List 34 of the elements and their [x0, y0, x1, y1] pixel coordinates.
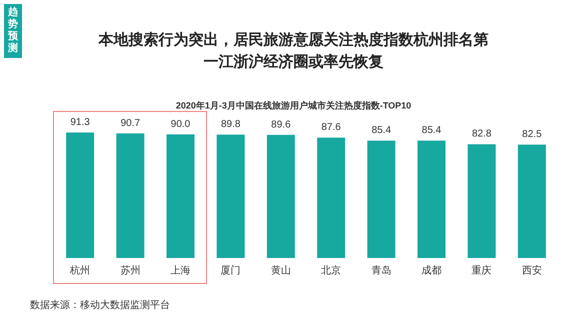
source-note: 数据来源：移动大数据监测平台	[30, 298, 170, 312]
bar	[116, 133, 144, 258]
x-tick-label: 重庆	[472, 264, 492, 276]
data-label: 85.4	[372, 125, 392, 136]
x-tick-label: 青岛	[371, 264, 392, 276]
x-tick-label: 北京	[321, 264, 342, 276]
x-tick-label: 成都	[422, 264, 442, 276]
corner-tag: 趋势预测	[4, 4, 22, 58]
data-label: 89.6	[271, 119, 292, 130]
bar	[468, 144, 496, 258]
data-label: 82.8	[472, 128, 492, 140]
x-tick-label: 西安	[522, 264, 542, 276]
bar	[66, 132, 94, 258]
bar	[216, 134, 245, 258]
data-label: 85.4	[422, 125, 442, 136]
x-tick-label: 杭州	[69, 264, 90, 276]
data-label: 90.0	[170, 118, 191, 130]
data-label: 89.8	[220, 119, 241, 130]
bar	[317, 138, 346, 258]
bar	[367, 140, 396, 258]
bar	[418, 140, 446, 258]
bar	[518, 144, 546, 258]
x-tick-label: 厦门	[220, 264, 241, 276]
data-label: 82.5	[522, 129, 542, 140]
data-label: 91.3	[70, 117, 90, 128]
bar	[266, 134, 295, 258]
x-tick-label: 黄山	[270, 264, 291, 276]
chart-subtitle: 2020年1月-3月中国在线旅游用户城市关注热度指数-TOP10	[176, 100, 412, 110]
bar	[166, 134, 194, 258]
data-label: 90.7	[120, 118, 140, 129]
data-label: 87.6	[321, 122, 342, 134]
x-tick-label: 苏州	[120, 264, 140, 276]
x-tick-label: 上海	[170, 264, 190, 276]
chart-title: 本地搜索行为突出，居民旅游意愿关注热度指数杭州排名第一江浙沪经济圈或率先恢复	[98, 30, 488, 70]
